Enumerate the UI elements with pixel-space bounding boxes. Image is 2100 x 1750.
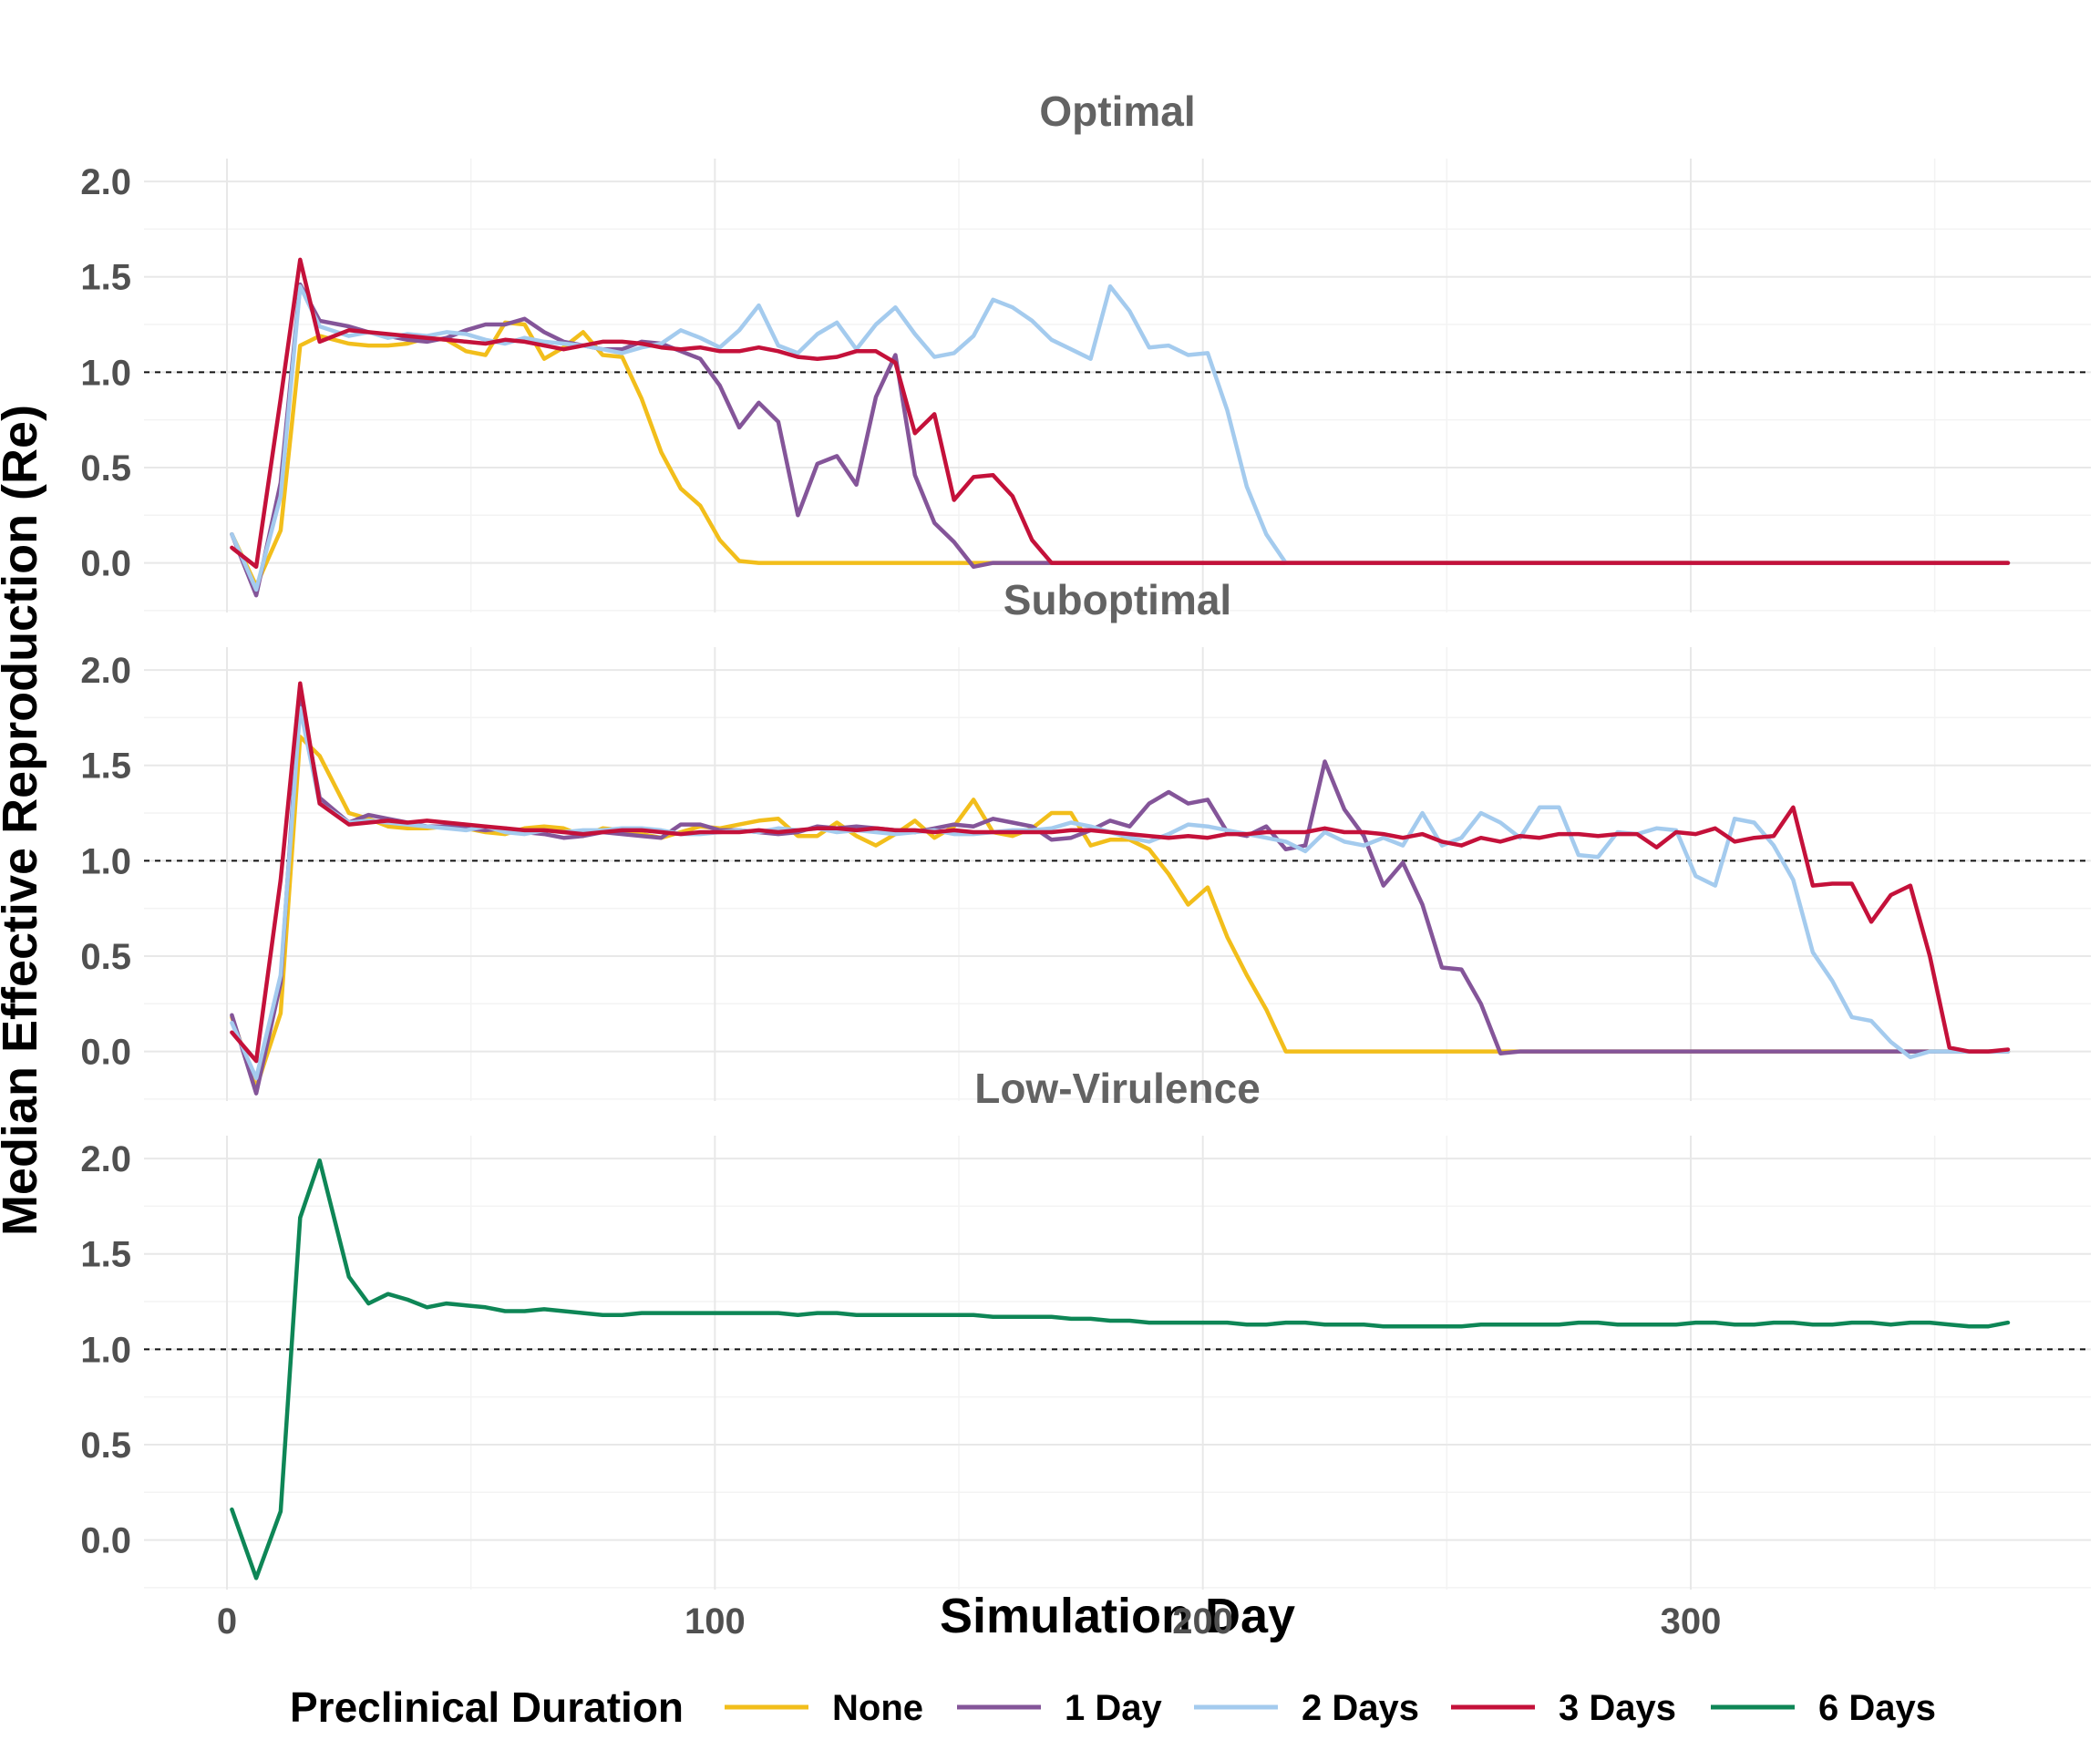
- legend-item: 3 Days: [1451, 1688, 1676, 1728]
- y-tick-label: 0.0: [80, 1033, 131, 1073]
- panel-2: Low-Virulence 0.0 0.5 1.0 1.5 2.0 0 100 200 300: [80, 1065, 2091, 1642]
- legend-item: 2 Days: [1194, 1688, 1419, 1728]
- panel-title: Low-Virulence: [974, 1065, 1261, 1112]
- legend-item: 1 Day: [957, 1688, 1162, 1728]
- y-tick-label: 2.0: [80, 1139, 131, 1179]
- y-tick-label: 2.0: [80, 651, 131, 691]
- panel-title: Suboptimal: [1004, 576, 1231, 623]
- y-tick-label: 1.0: [80, 353, 131, 393]
- y-tick-label: 2.0: [80, 162, 131, 202]
- legend-item: 6 Days: [1711, 1688, 1936, 1728]
- legend-title: Preclinical Duration: [290, 1683, 684, 1731]
- panel-0: Optimal 0.0 0.5 1.0 1.5 2.0: [80, 88, 2091, 612]
- series-line-2-days: [230, 283, 2011, 592]
- series-line-3-days: [230, 681, 2011, 1064]
- series-line-6-days: [230, 1158, 2011, 1580]
- y-tick-label: 0.0: [80, 1521, 131, 1561]
- x-tick-label: 200: [1172, 1601, 1233, 1642]
- series-line-none: [230, 735, 2011, 1090]
- legend-item: None: [725, 1688, 923, 1728]
- x-tick-label: 300: [1661, 1601, 1722, 1642]
- legend-label: 1 Day: [1065, 1688, 1162, 1728]
- y-tick-label: 1.0: [80, 1330, 131, 1370]
- y-tick-label: 1.5: [80, 1235, 131, 1275]
- y-tick-label: 0.5: [80, 1426, 131, 1466]
- legend-label: 3 Days: [1559, 1688, 1676, 1728]
- y-tick-label: 1.5: [80, 258, 131, 298]
- y-tick-label: 1.5: [80, 746, 131, 787]
- series-line-1-day: [230, 690, 2011, 1096]
- series-line-none: [230, 320, 2011, 588]
- y-tick-label: 0.0: [80, 544, 131, 584]
- series-line-2-days: [230, 705, 2011, 1081]
- x-tick-label: 0: [217, 1601, 237, 1642]
- panel-title: Optimal: [1039, 88, 1195, 135]
- legend-label: 6 Days: [1818, 1688, 1936, 1728]
- panel-1: Suboptimal 0.0 0.5 1.0 1.5 2.0: [80, 576, 2091, 1101]
- legend-label: None: [832, 1688, 923, 1728]
- y-axis-title: Median Effective Reproduction (Re): [0, 405, 47, 1236]
- y-tick-label: 1.0: [80, 841, 131, 881]
- x-axis-title: Simulation Day: [940, 1589, 1295, 1643]
- series-line-3-days: [230, 257, 2011, 570]
- legend: Preclinical Duration None 1 Day 2 Days 3 Day…: [290, 1683, 1936, 1731]
- x-tick-label: 100: [685, 1601, 746, 1642]
- y-tick-label: 0.5: [80, 937, 131, 977]
- y-tick-label: 0.5: [80, 448, 131, 489]
- legend-label: 2 Days: [1302, 1688, 1419, 1728]
